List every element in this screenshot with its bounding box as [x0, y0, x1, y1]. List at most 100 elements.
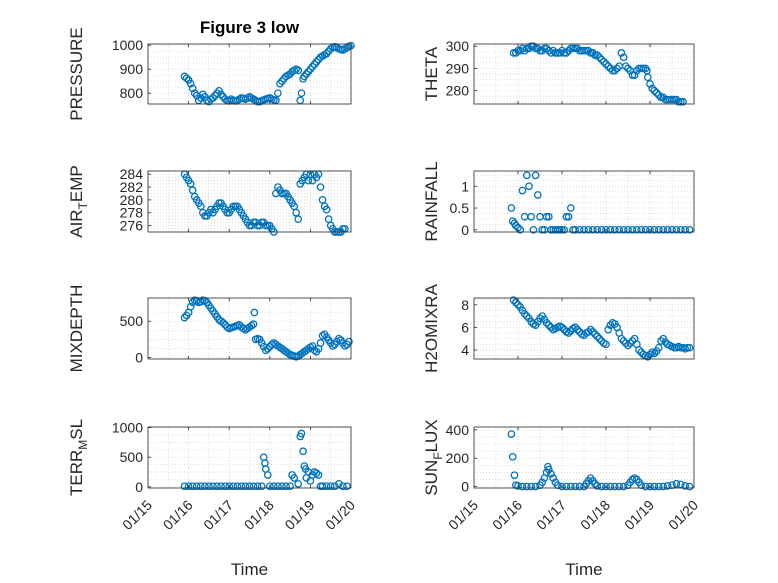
- data-point: [310, 346, 319, 355]
- y-axis-label: TERRMSL: [67, 419, 90, 496]
- data-point: [322, 482, 331, 491]
- data-point: [544, 321, 553, 329]
- data-point: [345, 337, 353, 346]
- data-point: [591, 330, 599, 338]
- data-point: [286, 482, 294, 491]
- data-point: [518, 482, 527, 491]
- data-point: [593, 482, 602, 490]
- data-point: [580, 46, 588, 55]
- data-point: [531, 482, 540, 491]
- grid: [148, 44, 351, 104]
- data-point: [510, 471, 519, 480]
- data-point: [628, 225, 637, 234]
- x-tick-label: 01/18: [577, 497, 613, 533]
- data-point: [566, 204, 575, 212]
- data-point: [646, 80, 654, 88]
- data-point: [529, 225, 538, 234]
- data-point: [542, 44, 551, 53]
- data-point: [257, 482, 266, 491]
- data-point: [619, 225, 628, 234]
- data-point: [663, 482, 672, 490]
- y-tick-label: 0: [135, 479, 143, 495]
- data-point: [522, 312, 531, 320]
- data-point: [542, 319, 551, 327]
- data-point: [318, 331, 327, 340]
- data-point: [564, 46, 573, 55]
- data-point: [606, 225, 615, 234]
- x-tick-label: 01/17: [200, 497, 236, 533]
- data-point: [205, 482, 213, 491]
- data-point: [241, 482, 250, 491]
- data-point: [297, 429, 306, 438]
- subplot-pressure: 800 900 1000 PRESSURE Figure 3 low: [67, 18, 355, 121]
- data-point: [278, 482, 286, 491]
- data-point: [184, 482, 193, 491]
- data-point: [245, 482, 254, 491]
- data-point: [646, 225, 654, 234]
- data-point: [632, 225, 641, 234]
- data-point: [247, 321, 256, 330]
- data-point: [617, 334, 626, 343]
- data-point: [643, 73, 652, 82]
- data-point: [196, 482, 205, 491]
- data-point: [508, 452, 517, 461]
- y-tick-label: 0: [135, 350, 143, 366]
- data-point: [562, 49, 571, 57]
- y-tick-label: 280: [120, 192, 144, 208]
- data-point: [265, 482, 274, 491]
- grid: [474, 427, 694, 488]
- data-point: [299, 447, 307, 456]
- data-point: [663, 225, 672, 234]
- data-point: [654, 91, 663, 99]
- x-tick-label: 01/19: [621, 497, 657, 533]
- data-point: [597, 55, 606, 64]
- data-point: [308, 342, 317, 350]
- data-point: [657, 337, 665, 345]
- y-tick-label: 1: [461, 178, 469, 194]
- data-point: [604, 62, 613, 71]
- data-point: [593, 332, 602, 341]
- data-point: [263, 471, 272, 479]
- subplot-sun-flux: 0 200 400 01/15 01/16 01/17 01/18 01/19 01/20 SUN…: [422, 419, 701, 579]
- data-point: [641, 225, 650, 234]
- data-point: [525, 182, 533, 191]
- data-point: [555, 225, 564, 234]
- data-point: [294, 215, 303, 224]
- data-point: [564, 212, 573, 221]
- data-point: [575, 225, 584, 234]
- data-point: [186, 79, 195, 88]
- data-point: [654, 343, 663, 352]
- data-point: [654, 482, 663, 491]
- data-point: [560, 225, 569, 234]
- data-point: [334, 480, 343, 488]
- data-point: [595, 53, 604, 62]
- data-point: [681, 482, 690, 490]
- x-axis-label: Time: [231, 560, 268, 579]
- data-point: [593, 51, 602, 59]
- axes-box: [147, 297, 352, 360]
- data-point: [615, 482, 624, 491]
- data-point: [547, 469, 555, 478]
- data-point: [681, 225, 690, 234]
- x-tick-label: 01/19: [281, 497, 317, 533]
- data-point: [613, 64, 621, 73]
- data-point: [619, 53, 628, 62]
- data-point: [274, 482, 282, 491]
- data-point: [657, 93, 665, 102]
- data-point: [186, 302, 195, 311]
- data-point: [637, 225, 646, 234]
- data-point: [597, 225, 606, 234]
- data-point: [209, 482, 217, 491]
- data-point: [632, 66, 641, 75]
- y-tick-label: 4: [461, 342, 469, 358]
- data-point: [249, 320, 258, 328]
- data-point: [584, 328, 593, 336]
- data-point: [339, 482, 347, 491]
- data-point: [659, 93, 668, 102]
- x-tick-label: 01/20: [665, 497, 701, 533]
- data-point: [551, 49, 560, 57]
- data-point: [558, 482, 566, 491]
- y-axis-label: RAINFALL: [422, 161, 441, 241]
- data-point: [672, 225, 681, 234]
